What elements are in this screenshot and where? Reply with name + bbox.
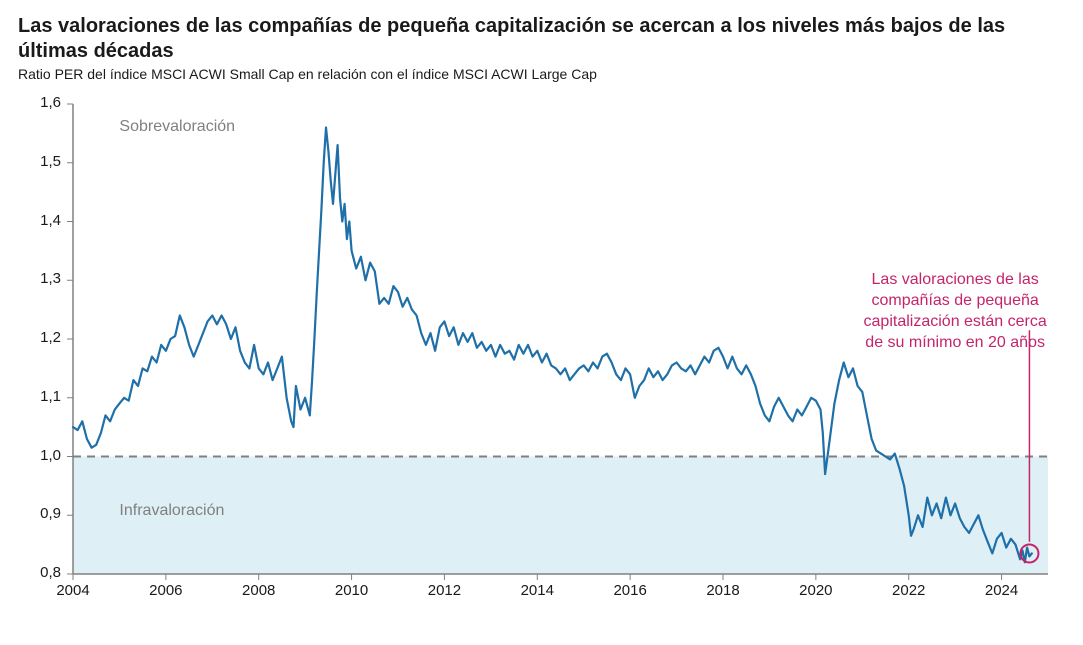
x-tick-label: 2024 [980,582,1024,599]
overvaluation-label: Sobrevaloración [119,118,235,136]
x-tick-label: 2004 [51,582,95,599]
undervaluation-label: Infravaloración [119,502,224,520]
x-tick-label: 2022 [887,582,931,599]
y-tick-label: 1,0 [18,447,61,464]
x-tick-label: 2018 [701,582,745,599]
chart-subtitle: Ratio PER del índice MSCI ACWI Small Cap… [18,66,1065,82]
y-tick-label: 1,5 [18,153,61,170]
x-tick-label: 2012 [422,582,466,599]
x-tick-label: 2016 [608,582,652,599]
x-tick-label: 2006 [144,582,188,599]
annotation-label: Las valoraciones de lascompañías de pequ… [840,270,1070,353]
y-tick-label: 0,9 [18,505,61,522]
chart-area: 0,8 0,9 1,0 1,1 1,2 1,3 1,4 1,5 1,6 2004 2006 2008 2… [18,94,1065,624]
x-tick-label: 2008 [237,582,281,599]
x-tick-label: 2010 [330,582,374,599]
figure-container: Las valoraciones de las compañías de peq… [0,0,1083,645]
y-tick-label: 1,6 [18,94,61,111]
x-tick-label: 2020 [794,582,838,599]
y-tick-label: 1,1 [18,388,61,405]
y-tick-label: 1,3 [18,270,61,287]
chart-title: Las valoraciones de las compañías de peq… [18,14,1038,64]
y-tick-label: 1,4 [18,212,61,229]
line-chart-svg [18,94,1065,624]
x-tick-label: 2014 [515,582,559,599]
y-tick-label: 1,2 [18,329,61,346]
y-tick-label: 0,8 [18,564,61,581]
